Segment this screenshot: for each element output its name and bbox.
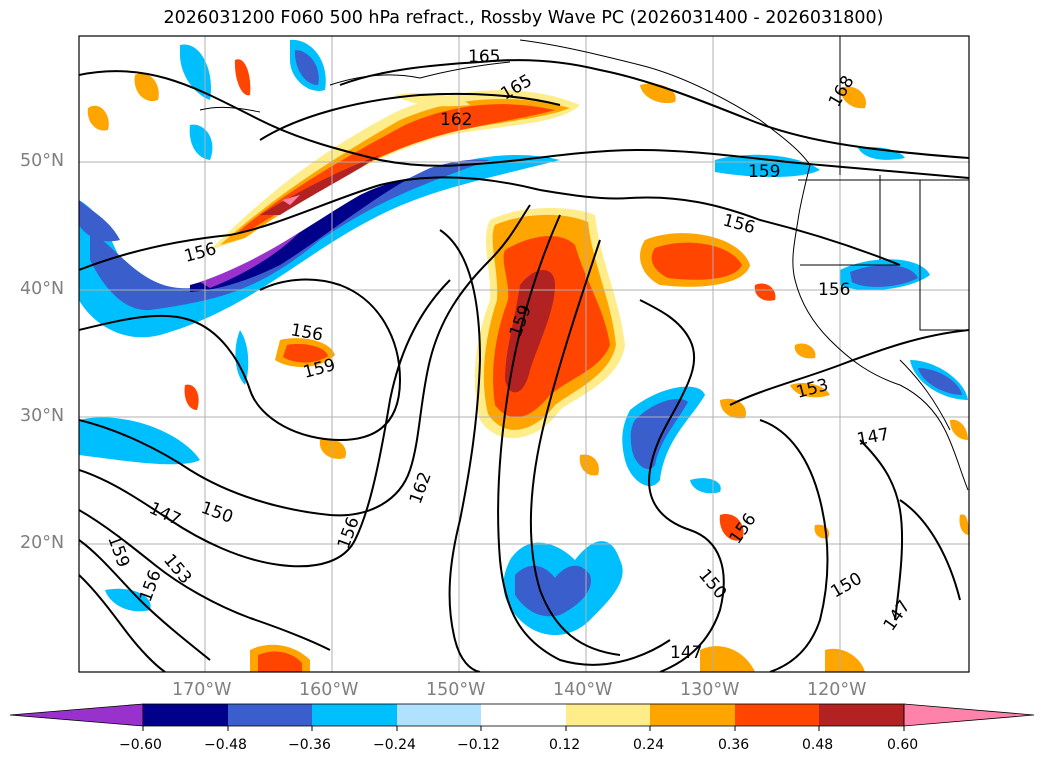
colorbar-tick-label: −0.60 [119, 737, 162, 753]
colorbar [9, 703, 1035, 731]
height-contours [79, 59, 969, 672]
map-title: 2026031200 F060 500 hPa refract., Rossby… [163, 8, 884, 28]
contour-label: 150 [198, 498, 235, 528]
colorbar-swatch [819, 704, 904, 726]
lon-label-130w: 130°W [680, 680, 740, 700]
contour-label: 150 [694, 565, 730, 603]
contour-label: 147 [670, 643, 702, 663]
contour-label: 147 [880, 597, 915, 635]
contour-label: 147 [855, 425, 890, 450]
colorbar-tick-label: −0.12 [457, 737, 500, 753]
colorbar-swatch [650, 704, 735, 726]
colorbar-tick-label: −0.36 [288, 737, 331, 753]
lon-label-160w: 160°W [299, 680, 359, 700]
lon-label-170w: 170°W [172, 680, 232, 700]
lat-label-20n: 20°N [20, 533, 65, 553]
lon-label-140w: 140°W [553, 680, 613, 700]
colorbar-swatch [397, 704, 481, 726]
lon-label-120w: 120°W [807, 680, 867, 700]
contour-label: 156 [334, 514, 364, 551]
shaded-anomaly-field [79, 39, 969, 672]
contour-label: 156 [818, 280, 850, 300]
contour-label: 162 [440, 110, 472, 130]
colorbar-tick-label: −0.48 [204, 737, 247, 753]
colorbar-swatch [312, 704, 397, 726]
colorbar-swatch [566, 704, 650, 726]
contour-label: 159 [103, 533, 133, 570]
lat-label-50n: 50°N [20, 151, 65, 171]
colorbar-extend-low [9, 703, 144, 727]
contour-label: 165 [468, 47, 500, 67]
colorbar-swatch [735, 704, 819, 726]
contour-label: 156 [721, 211, 758, 239]
contour-label: 153 [159, 550, 195, 588]
colorbar-tick-label: 0.24 [633, 737, 665, 753]
lat-label-40n: 40°N [20, 279, 65, 299]
lon-label-150w: 150°W [426, 680, 486, 700]
coastlines [199, 36, 969, 491]
contour-label: 156 [182, 239, 219, 267]
colorbar-tick-label: 0.12 [549, 737, 581, 753]
contour-label: 150 [828, 569, 866, 603]
colorbar-tick-label: 0.36 [718, 737, 750, 753]
colorbar-tick-label: 0.60 [887, 737, 919, 753]
colorbar-swatch [143, 704, 228, 726]
colorbar-swatch [228, 704, 312, 726]
contour-label: 159 [748, 162, 780, 182]
colorbar-swatch [481, 704, 566, 726]
colorbar-extend-high [903, 703, 1035, 727]
colorbar-tick-label: 0.48 [802, 737, 834, 753]
lat-label-30n: 30°N [20, 406, 65, 426]
colorbar-tick-label: −0.24 [373, 737, 416, 753]
contour-label: 156 [136, 567, 166, 604]
lat-lon-grid [79, 36, 969, 672]
plot-frame [78, 35, 970, 673]
contour-label: 162 [406, 469, 436, 506]
